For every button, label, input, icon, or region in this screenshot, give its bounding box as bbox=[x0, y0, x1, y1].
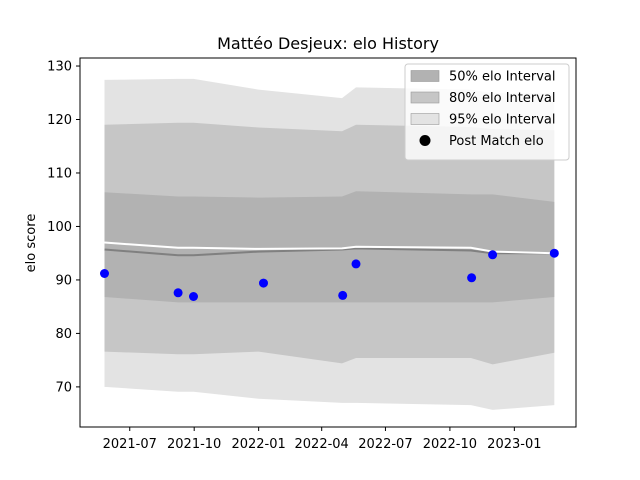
x-tick-label: 2022-07 bbox=[358, 437, 412, 452]
legend-label: Post Match elo bbox=[449, 134, 544, 149]
x-tick-label: 2021-07 bbox=[103, 437, 157, 452]
post-match-elo-point bbox=[173, 288, 183, 298]
axes-frame bbox=[79, 57, 577, 428]
legend-label: 80% elo Interval bbox=[449, 91, 556, 106]
legend: 50% elo Interval 80% elo Interval 95% elo … bbox=[404, 63, 570, 161]
post-match-elo-point bbox=[467, 273, 477, 283]
chart-title: Mattéo Desjeux: elo History bbox=[217, 34, 439, 53]
axes: 70 80 90 100 110 120 130 2021-07 2021-10 2022-01 2… bbox=[47, 57, 577, 452]
post-match-elo-point bbox=[189, 292, 198, 301]
post-match-elo-point bbox=[351, 259, 361, 269]
y-tick-label: 70 bbox=[55, 380, 72, 395]
y-tick-label: 80 bbox=[55, 327, 72, 342]
post-match-elo-point bbox=[549, 248, 559, 258]
legend-label: 50% elo Interval bbox=[449, 70, 556, 85]
interval-band-2 bbox=[104, 191, 555, 303]
legend-label: 95% elo Interval bbox=[449, 113, 556, 128]
post-match-elo-point bbox=[100, 269, 109, 278]
upper-elo-line bbox=[104, 241, 555, 255]
legend-marker bbox=[419, 135, 431, 146]
mean-elo-line bbox=[104, 247, 555, 257]
y-tick-label: 130 bbox=[47, 60, 72, 75]
x-tick-label: 2022-04 bbox=[295, 437, 349, 452]
y-tick-label: 120 bbox=[47, 113, 72, 128]
x-tick-label: 2021-10 bbox=[167, 437, 221, 452]
legend-swatch bbox=[410, 113, 440, 125]
plot-area bbox=[100, 78, 559, 410]
post-match-elo-point bbox=[259, 278, 268, 288]
y-tick-label: 90 bbox=[55, 273, 72, 288]
x-tick-label: 2023-01 bbox=[487, 437, 541, 452]
y-axis-label: elo score bbox=[24, 214, 39, 273]
legend-box bbox=[404, 63, 570, 161]
legend-swatch bbox=[410, 70, 440, 82]
post-match-elo-point bbox=[488, 250, 498, 260]
x-tick-label: 2022-10 bbox=[423, 437, 477, 452]
legend-swatch bbox=[410, 91, 440, 104]
x-tick-label: 2022-01 bbox=[231, 437, 285, 452]
y-tick-label: 100 bbox=[47, 220, 72, 235]
post-match-elo-point bbox=[338, 290, 348, 300]
y-tick-label: 110 bbox=[47, 166, 72, 181]
